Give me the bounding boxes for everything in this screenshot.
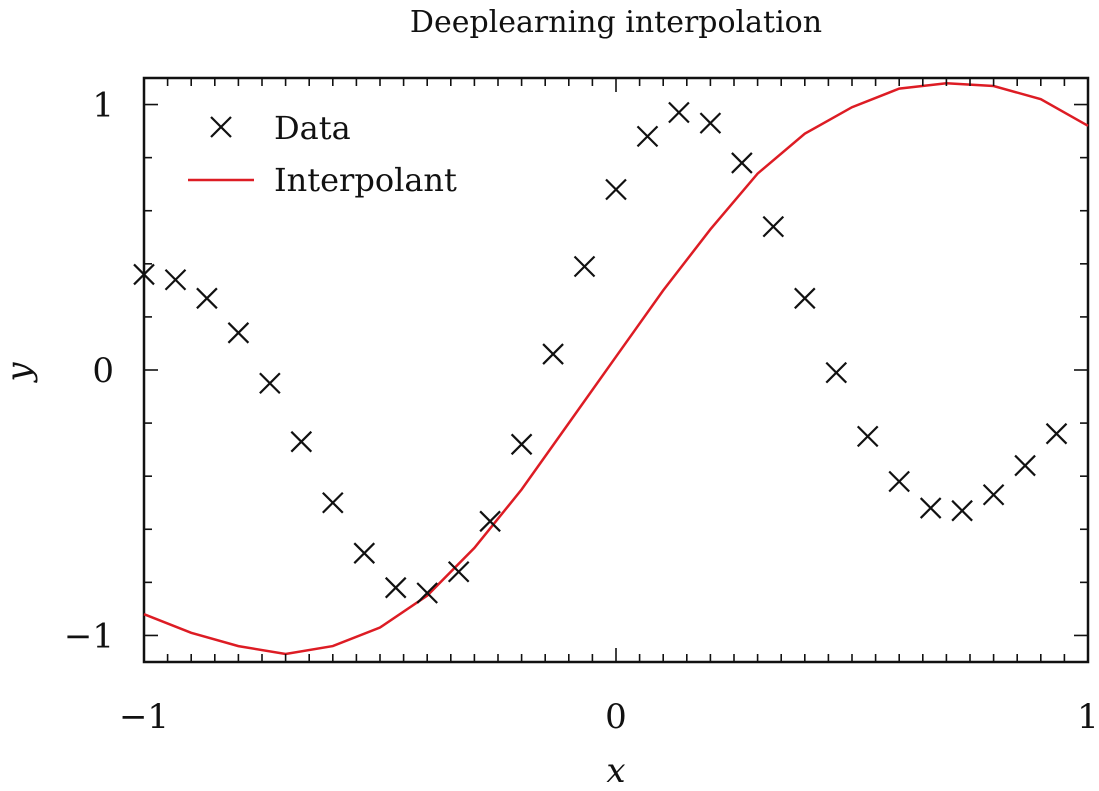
x-tick-label: 1 (1077, 697, 1099, 737)
data-point-marker (322, 491, 344, 514)
x-tick-label: −1 (119, 697, 169, 737)
data-point-marker (605, 178, 627, 201)
data-point-marker (951, 499, 973, 522)
data-point-marker (447, 560, 470, 583)
data-point-marker (762, 215, 785, 238)
data-point-marker (636, 125, 659, 148)
data-point-marker (542, 343, 564, 365)
data-point-marker (259, 372, 281, 395)
x-tick-label: 0 (605, 697, 627, 737)
legend-label-interpolant: Interpolant (274, 161, 457, 199)
y-tick-label: −1 (64, 616, 114, 656)
data-point-marker (668, 101, 690, 124)
minor-ticks (143, 78, 1089, 662)
data-point-marker (794, 287, 816, 310)
legend-label-data: Data (274, 109, 351, 147)
data-point-marker (510, 433, 533, 456)
y-tick-label: 0 (92, 351, 114, 391)
plot-area: −1 0 1 −1 0 1 (64, 76, 1099, 737)
data-point-marker (573, 255, 596, 278)
data-point-marker (133, 263, 155, 286)
legend: Data Interpolant (188, 109, 457, 199)
data-point-marker (416, 582, 438, 604)
data-point-marker (731, 152, 753, 174)
y-tick-label: 1 (92, 86, 114, 126)
data-point-marker (164, 268, 187, 291)
chart-title: Deeplearning interpolation (410, 5, 822, 40)
data-point-marker (1014, 454, 1036, 477)
y-axis-label: y (0, 362, 39, 384)
data-point-marker (919, 497, 942, 519)
data-point-marker (1045, 422, 1068, 445)
data-point-marker (856, 425, 879, 448)
data-point-marker (982, 483, 1005, 506)
data-point-marker (196, 287, 218, 310)
data-point-marker (825, 361, 848, 384)
data-point-marker (888, 470, 910, 493)
data-point-marker (384, 576, 407, 599)
legend-marker-data (210, 116, 232, 138)
y-tick-labels: −1 0 1 (64, 86, 114, 657)
data-point-marker (227, 322, 250, 344)
data-markers (133, 101, 1068, 604)
data-point-marker (699, 112, 722, 134)
x-tick-labels: −1 0 1 (119, 697, 1099, 737)
x-axis-label: x (606, 751, 625, 791)
data-point-marker (353, 542, 376, 564)
data-point-marker (479, 510, 501, 533)
interpolant-line (143, 82, 1089, 656)
data-point-marker (290, 430, 313, 453)
